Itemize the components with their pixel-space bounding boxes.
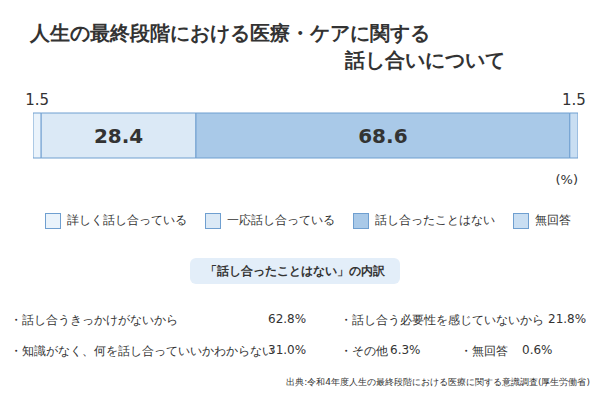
html-text:・無回答: ・無回答: [460, 344, 508, 358]
html-text:31.0%: 31.0%: [268, 343, 307, 357]
html-text:話し合ったことはない: 話し合ったことはない: [375, 213, 495, 227]
html-text:無回答: 無回答: [535, 213, 571, 227]
html-text:人生の最終段階における医療・ケアに関する: 人生の最終段階における医療・ケアに関する: [30, 21, 430, 45]
svg-text:28.4: 28.4: [94, 124, 143, 148]
html-text:0.6%: 0.6%: [522, 343, 553, 357]
html-text:詳しく話し合っている: 詳しく話し合っている: [67, 213, 187, 227]
html-text:・知識がなく、何を話し合っていいかわからない: ・知識がなく、何を話し合っていいかわからない: [10, 344, 274, 358]
html-text:「話し合ったことはない」の内訳: 「話し合ったことはない」の内訳: [205, 264, 385, 278]
html-text:・話し合うきっかけがないから: ・話し合うきっかけがないから: [10, 313, 178, 327]
html-text:話し合いについて: 話し合いについて: [345, 48, 505, 72]
html-text:出典:令和4年度人生の最終段階における医療に関する意識調査(: 出典:令和4年度人生の最終段階における医療に関する意識調査(厚生労働省): [286, 377, 590, 387]
svg-text:1.5: 1.5: [562, 91, 586, 109]
svg-text:1.5: 1.5: [25, 91, 49, 109]
html-text:62.8%: 62.8%: [268, 312, 307, 326]
html-text:・その他 6.3%: ・その他 6.3%: [340, 343, 421, 358]
html-text:一応話し合っている: 一応話し合っている: [227, 213, 335, 227]
html-text:・話し合う必要性を感じていないから 21.8%: ・話し合う必要性を感じていないから 21.8%: [340, 312, 587, 327]
svg-text:68.6: 68.6: [358, 124, 407, 148]
